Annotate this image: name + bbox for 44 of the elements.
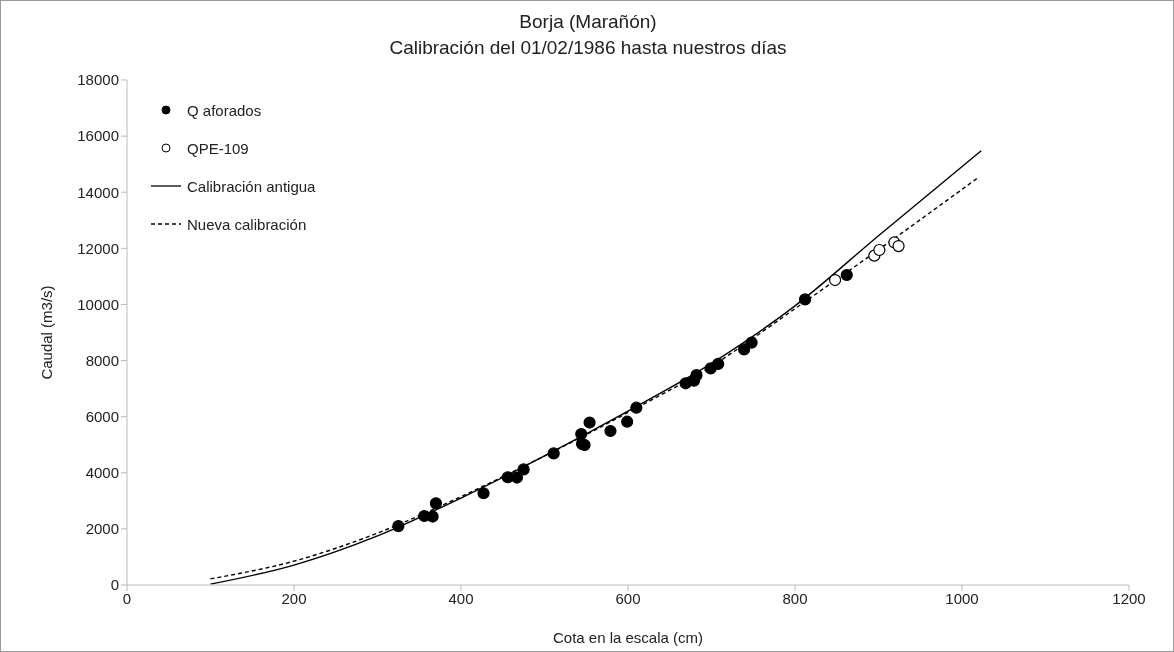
- y-tick-label: 4000: [85, 464, 119, 482]
- y-tick-label: 12000: [77, 239, 119, 257]
- y-axis-title: Caudal (m3/s): [38, 285, 56, 380]
- legend-label: Nueva calibración: [187, 215, 307, 233]
- point: [510, 471, 524, 484]
- y-tick-label: 14000: [77, 183, 119, 201]
- point: [604, 424, 617, 438]
- point: [575, 427, 588, 441]
- point: [517, 463, 530, 476]
- y-tick-label: 6000: [85, 407, 119, 425]
- legend-label: Calibración antigua: [187, 177, 316, 195]
- point: [477, 487, 490, 500]
- x-tick-label: 200: [281, 589, 307, 607]
- point: [630, 401, 643, 414]
- y-tick-label: 18000: [77, 71, 119, 89]
- y-tick-label: 2000: [85, 520, 119, 538]
- point: [737, 343, 751, 356]
- y-tick-label: 8000: [85, 351, 119, 369]
- point: [621, 415, 634, 428]
- x-tick-label: 800: [782, 589, 808, 607]
- x-tick-label: 600: [615, 589, 641, 607]
- x-tick-label: 1000: [945, 589, 979, 607]
- chart-title: Borja (Marañón): [518, 10, 658, 34]
- point: [547, 447, 560, 460]
- point: [745, 336, 758, 349]
- point: [840, 268, 853, 282]
- chart-subtitle: Calibración del 01/02/1986 hasta nuestros días: [388, 36, 788, 60]
- point: [429, 497, 443, 510]
- x-tick-label: 400: [448, 589, 474, 607]
- y-tick-label: 16000: [77, 127, 119, 145]
- point: [873, 243, 886, 257]
- y-tick-label: 10000: [77, 295, 119, 313]
- point: [892, 239, 905, 253]
- x-tick-label: 1200: [1112, 589, 1146, 607]
- point: [828, 273, 842, 287]
- point: [712, 357, 725, 371]
- legend-label: Q aforados: [187, 101, 262, 119]
- x-axis-title: Cota en la escala (cm): [552, 629, 704, 646]
- point: [583, 416, 596, 429]
- y-tick-label: 0: [110, 576, 119, 594]
- point: [392, 519, 405, 533]
- x-tick-label: 0: [122, 589, 132, 607]
- legend-label: QPE-109: [187, 139, 249, 157]
- point: [798, 293, 812, 306]
